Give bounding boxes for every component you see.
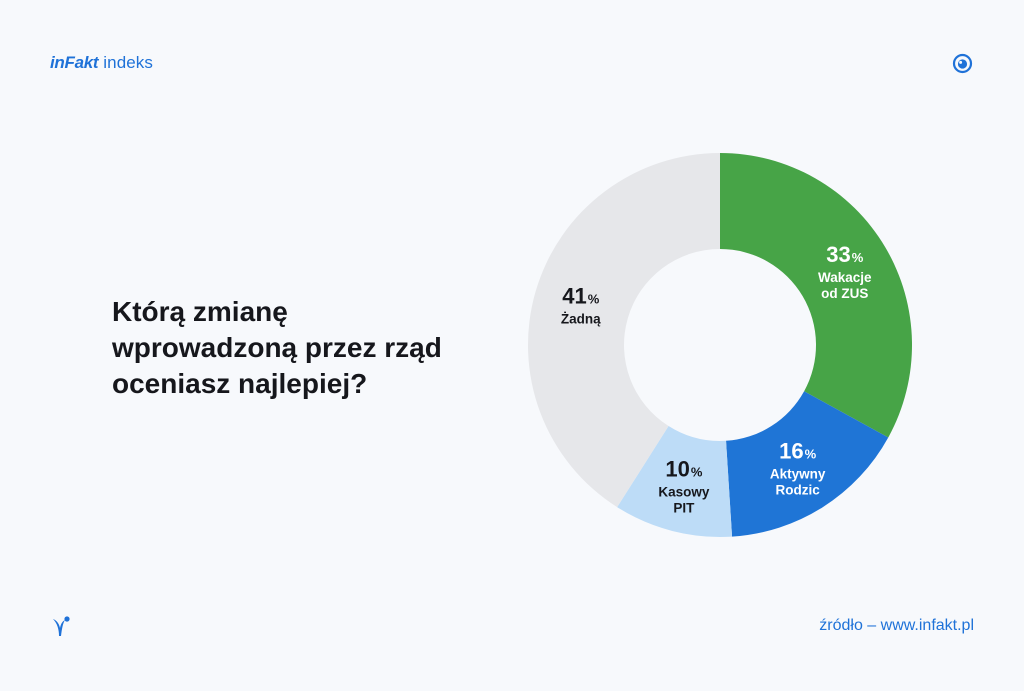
slice-value-label: 10% bbox=[665, 456, 702, 481]
source-link[interactable]: źródło – www.infakt.pl bbox=[819, 617, 974, 634]
brand-suffix: indeks bbox=[103, 53, 154, 72]
slice-value-label: 41% bbox=[562, 284, 599, 309]
slice-value-label: 33% bbox=[826, 242, 863, 267]
eye-icon bbox=[952, 53, 973, 74]
donut-slice bbox=[726, 391, 889, 537]
slice-category-label: od ZUS bbox=[821, 286, 868, 301]
slice-category-label: Aktywny bbox=[770, 466, 826, 481]
slice-category-label: PIT bbox=[673, 500, 695, 515]
question-line: oceniasz najlepiej? bbox=[112, 368, 368, 399]
slice-value-label: 16% bbox=[779, 438, 816, 463]
slice-category-label: Kasowy bbox=[658, 484, 710, 499]
question-line: wprowadzoną przez rząd bbox=[112, 332, 442, 363]
slice-category-label: Żadną bbox=[561, 312, 601, 327]
donut-chart: 33% Wakacje od ZUS 16% Aktywny Rodzic 10% Kasow… bbox=[520, 145, 920, 545]
brand: inFakt indeks bbox=[50, 53, 153, 73]
slice-category-label: Wakacje bbox=[818, 270, 872, 285]
donut-slice bbox=[720, 153, 912, 438]
question-line: Którą zmianę bbox=[112, 296, 288, 327]
question-title: Którą zmianę wprowadzoną przez rząd ocen… bbox=[112, 294, 492, 402]
donut-slice bbox=[617, 426, 733, 537]
infakt-logo: inFakt bbox=[50, 53, 99, 72]
slice-category-label: Rodzic bbox=[776, 482, 821, 497]
bird-icon bbox=[50, 615, 72, 639]
donut-slice bbox=[527, 153, 720, 508]
